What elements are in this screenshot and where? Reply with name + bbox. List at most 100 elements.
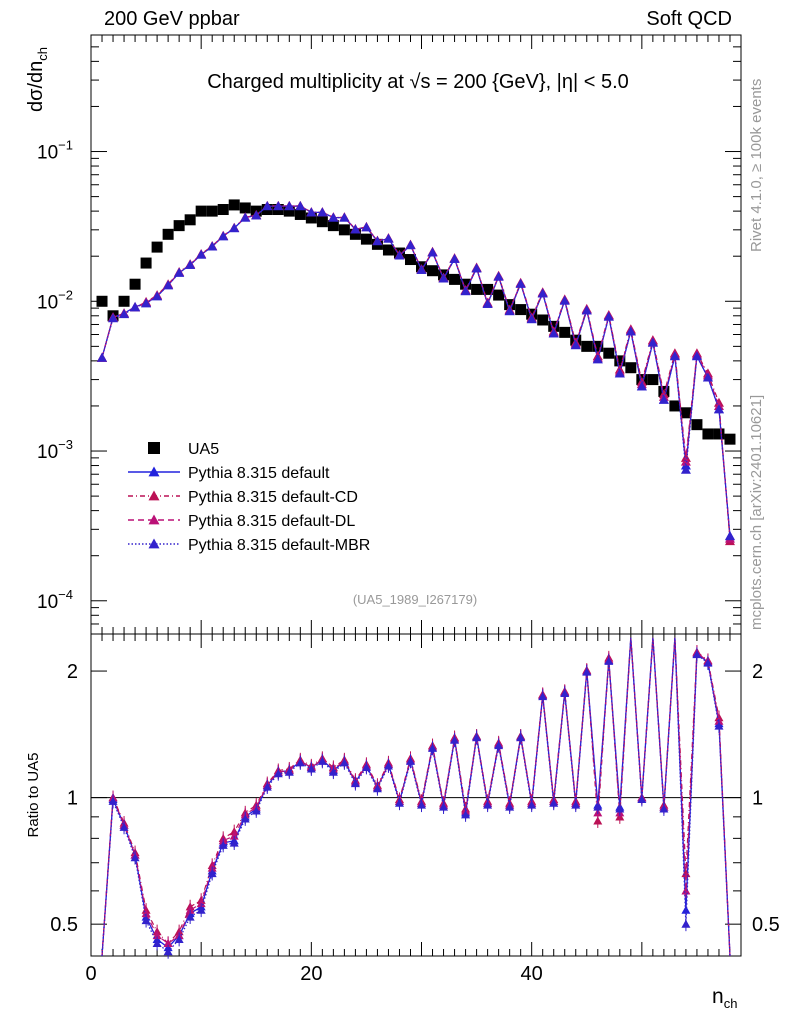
ua5-data-point xyxy=(228,199,240,211)
mbr-ratio-marker xyxy=(516,732,526,742)
mbr-marker xyxy=(669,351,680,361)
default-ratio-line xyxy=(101,637,731,957)
ua5-data-point xyxy=(217,204,229,216)
mbr-marker xyxy=(372,236,383,246)
dl-ratio-marker xyxy=(163,938,173,948)
mbr-ratio-marker xyxy=(295,758,305,767)
mbr-ratio-marker xyxy=(284,767,294,776)
y-tick-label: 10−1 xyxy=(37,138,73,164)
mbr-ratio-marker xyxy=(549,798,559,807)
dl-ratio-marker xyxy=(185,905,195,914)
ua5-data-point xyxy=(173,220,185,232)
mbr-marker xyxy=(262,201,273,211)
mbr-ratio-marker xyxy=(207,868,217,878)
mbr-marker xyxy=(548,328,559,338)
ua5-data-point xyxy=(129,278,141,290)
rivet-version-label: Rivet 4.1.0, ≥ 100k events xyxy=(748,78,765,252)
plot-title: Charged multiplicity at √s = 200 {GeV}, … xyxy=(207,71,629,93)
mbr-marker xyxy=(504,306,515,316)
x-tick-label: 20 xyxy=(300,963,322,985)
mbr-ratio-marker xyxy=(472,732,482,742)
legend: UA5 Pythia 8.315 default Pythia 8.315 defa… xyxy=(128,441,370,554)
ua5-data-point xyxy=(184,214,196,226)
mbr-ratio-marker xyxy=(229,838,239,847)
legend-mbr-marker xyxy=(148,538,160,549)
ua5-data-point xyxy=(140,257,152,269)
y-tick-label: 10−3 xyxy=(37,437,73,463)
mbr-marker xyxy=(141,298,152,308)
mbr-marker xyxy=(493,271,504,281)
mbr-marker xyxy=(416,264,427,274)
ratio-y-axis-label: Ratio to UA5 xyxy=(25,752,42,837)
mbr-marker xyxy=(427,247,438,257)
x-tick-label: 0 xyxy=(85,963,96,985)
mbr-ratio-marker xyxy=(108,796,118,805)
mbr-ratio-marker xyxy=(703,658,713,667)
ua5-data-point xyxy=(338,224,350,236)
ua5-data-point xyxy=(360,233,372,245)
mbr-marker xyxy=(97,352,108,362)
mbr-ratio-marker xyxy=(527,800,537,809)
mbr-ratio-marker xyxy=(428,743,438,752)
ua5-data-point xyxy=(680,407,692,419)
ratio-y-tick-label: 1 xyxy=(752,788,763,810)
ua5-data-point xyxy=(305,212,317,224)
mbr-ratio-marker xyxy=(251,806,261,815)
mbr-marker xyxy=(647,337,658,347)
mbr-marker xyxy=(361,222,372,232)
mbr-marker xyxy=(317,207,328,217)
ua5-data-point xyxy=(581,340,593,352)
legend-default-marker xyxy=(148,466,160,477)
header-left-label: 200 GeV ppbar xyxy=(104,8,240,30)
ua5-data-point xyxy=(283,205,295,217)
mbr-ratio-marker xyxy=(560,688,570,697)
mbr-marker xyxy=(306,207,317,217)
ua5-data-point xyxy=(713,428,725,440)
dl-marker xyxy=(680,456,691,466)
ua5-data-point xyxy=(162,228,174,240)
ratio-y-tick-label: 2 xyxy=(67,661,78,683)
ua5-data-point xyxy=(625,362,637,374)
dl-ratio-marker xyxy=(681,886,691,895)
mbr-marker xyxy=(328,212,339,222)
legend-dl-label: Pythia 8.315 default-DL xyxy=(188,513,355,530)
mbr-marker xyxy=(251,210,262,220)
legend-ua5-label: UA5 xyxy=(188,441,219,458)
mbr-ratio-marker xyxy=(196,905,206,914)
mbr-marker xyxy=(218,231,229,241)
mbr-ratio-marker xyxy=(483,800,493,809)
mbr-ratio-marker xyxy=(119,822,129,831)
dl-ratio-marker xyxy=(141,909,151,918)
mbr-marker xyxy=(559,295,570,305)
mbr-ratio-marker xyxy=(317,756,327,765)
ratio-y-tick-label: 0.5 xyxy=(50,914,78,936)
mbr-ratio-marker xyxy=(615,804,625,813)
ratio-y-tick-label: 2 xyxy=(752,661,763,683)
ua5-data-point xyxy=(559,326,571,338)
ua5-data-point xyxy=(515,304,527,316)
ua5-data-point xyxy=(327,220,339,232)
ua5-data-point xyxy=(449,273,461,285)
mbr-marker xyxy=(680,464,691,474)
mbr-marker xyxy=(713,404,724,414)
ua5-data-point xyxy=(96,295,108,307)
mbr-ratio-marker xyxy=(174,934,184,943)
cd-ratio-marker xyxy=(681,868,691,878)
mbr-marker xyxy=(526,314,537,324)
mbr-ratio-marker xyxy=(383,761,393,770)
mbr-ratio-marker xyxy=(218,840,228,849)
y-tick-label: 10−2 xyxy=(37,287,73,313)
ua5-data-point xyxy=(460,278,472,290)
ua5-data-point xyxy=(493,289,505,301)
mbr-marker xyxy=(196,249,207,259)
mbr-marker xyxy=(119,309,130,319)
mbr-ratio-marker xyxy=(659,804,669,813)
ua5-data-point xyxy=(151,241,163,253)
mbr-marker xyxy=(625,326,636,336)
mbr-marker xyxy=(614,368,625,378)
mbr-ratio-marker xyxy=(152,938,162,948)
mbr-ratio-marker xyxy=(339,758,349,767)
mbr-marker xyxy=(152,291,163,301)
mbr-ratio-marker xyxy=(328,767,338,776)
mbr-marker xyxy=(284,201,295,211)
